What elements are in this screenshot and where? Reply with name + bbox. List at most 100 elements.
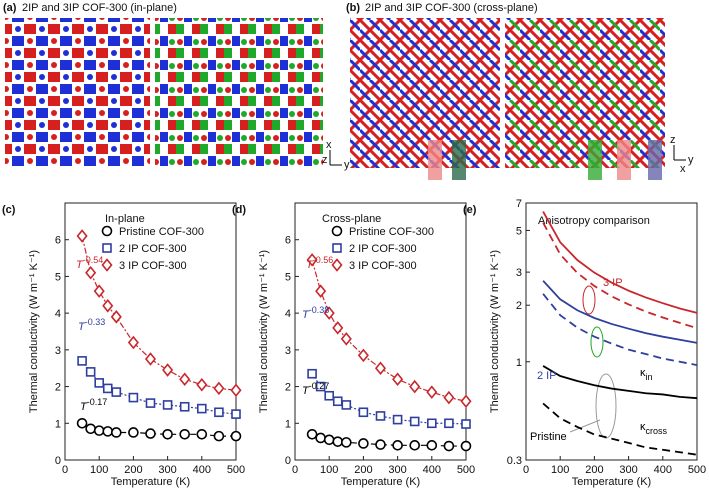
annotation-sub: cross (646, 426, 668, 436)
marker (426, 440, 438, 451)
marker (127, 335, 139, 350)
x-tick-label: 100 (320, 464, 338, 476)
annotation: T-0.17 (80, 397, 107, 413)
chart-title: Cross-plane (322, 213, 381, 225)
arrow (428, 140, 442, 180)
marker (213, 381, 225, 396)
annotation-exp: -0.17 (87, 397, 108, 407)
legend-marker (101, 258, 113, 272)
marker (145, 428, 156, 439)
arrow (617, 140, 631, 180)
marker (145, 398, 156, 408)
annotation-base: κ (640, 367, 646, 379)
marker (426, 385, 438, 399)
y-tick-label: 1 (55, 418, 61, 430)
panel-label: (b) (346, 2, 360, 14)
legend-marker (331, 225, 343, 237)
marker (375, 439, 386, 450)
marker (128, 392, 139, 403)
marker (102, 426, 114, 437)
marker (460, 394, 472, 409)
marker (332, 436, 344, 447)
axis-indicator: z (670, 134, 676, 146)
x-tick-label: 100 (90, 464, 108, 476)
marker (461, 419, 471, 429)
marker (111, 387, 122, 397)
marker (85, 265, 97, 280)
annotation-exp: -0.38 (309, 305, 330, 315)
annotation-base: T (306, 259, 314, 271)
annotation: T-0.27 (302, 381, 329, 397)
marker (197, 403, 207, 414)
annotation: T-0.38 (302, 305, 329, 321)
marker (392, 372, 404, 386)
marker (324, 390, 335, 401)
chart: 0 100 200 300 400 500 0 1 2 3 4 5 6 Temperature (K) Th… (2, 202, 245, 488)
panel-label: (c) (2, 204, 16, 216)
marker (332, 321, 344, 335)
annotation-exp: -0.54 (83, 255, 104, 265)
panel-label: (e) (463, 204, 477, 216)
marker (179, 428, 190, 440)
image (350, 18, 500, 168)
legend-label: 2 IP COF-300 (119, 243, 187, 255)
x-tick-label: 500 (457, 464, 475, 476)
y-tick-label: 0 (55, 455, 61, 467)
panel-label: (d) (232, 204, 246, 216)
annotation-base: κ (640, 421, 646, 433)
marker (426, 418, 437, 429)
annotation-exp: -0.56 (313, 255, 334, 265)
annotation-exp: -0.27 (309, 381, 330, 391)
marker (144, 352, 157, 366)
annotation: Pristine (530, 431, 567, 443)
marker (162, 428, 173, 440)
legend-marker (101, 225, 113, 237)
axis-indicator: z (322, 154, 328, 166)
image (505, 18, 665, 168)
marker (230, 430, 242, 442)
y-tick-label: 3 (55, 345, 61, 357)
plot-frame (64, 202, 237, 461)
axis-indicator: y (344, 159, 350, 171)
x-axis-label: Temperature (K) (111, 476, 190, 488)
series-line (542, 365, 698, 400)
y-tick-label: 2 (285, 382, 291, 394)
legend-label: 3 IP COF-300 (119, 260, 187, 272)
annotation: T-0.54 (76, 255, 103, 271)
annotation-sub: in (646, 372, 653, 382)
series-line (542, 280, 698, 344)
x-tick-label: 500 (688, 464, 706, 476)
marker (179, 401, 190, 412)
e-annotations (569, 285, 617, 439)
legend-marker (331, 258, 343, 272)
annotation: T-0.33 (78, 317, 105, 333)
arrow (569, 419, 601, 433)
annotation: 2 IP (537, 370, 557, 382)
y-tick-label: 4 (55, 308, 61, 320)
marker (307, 368, 317, 379)
annotation-base: 2 IP (537, 370, 557, 382)
legend-label: 3 IP COF-300 (349, 260, 417, 272)
marker (444, 418, 454, 429)
marker (443, 440, 455, 452)
y-axis-label: Thermal conductivity (W m⁻¹ K⁻¹) (489, 250, 501, 413)
marker (162, 400, 173, 410)
marker (306, 428, 318, 440)
x-tick-label: 400 (423, 464, 441, 476)
panel-title: 2IP and 3IP COF-300 (cross-plane) (365, 2, 538, 14)
series-line (542, 211, 698, 314)
marker (76, 229, 88, 243)
axes-icon (329, 150, 342, 166)
marker (357, 348, 369, 363)
marker (196, 377, 208, 392)
marker (213, 430, 225, 442)
marker (340, 332, 352, 346)
legend-marker (332, 243, 342, 253)
annotation: 3 IP (603, 277, 623, 289)
x-tick-label: 400 (654, 464, 672, 476)
plot-frame (294, 202, 467, 461)
marker (341, 400, 352, 410)
marker (358, 438, 369, 449)
y-tick-label: 5 (285, 271, 291, 283)
annotation-base: 3 IP (603, 277, 623, 289)
